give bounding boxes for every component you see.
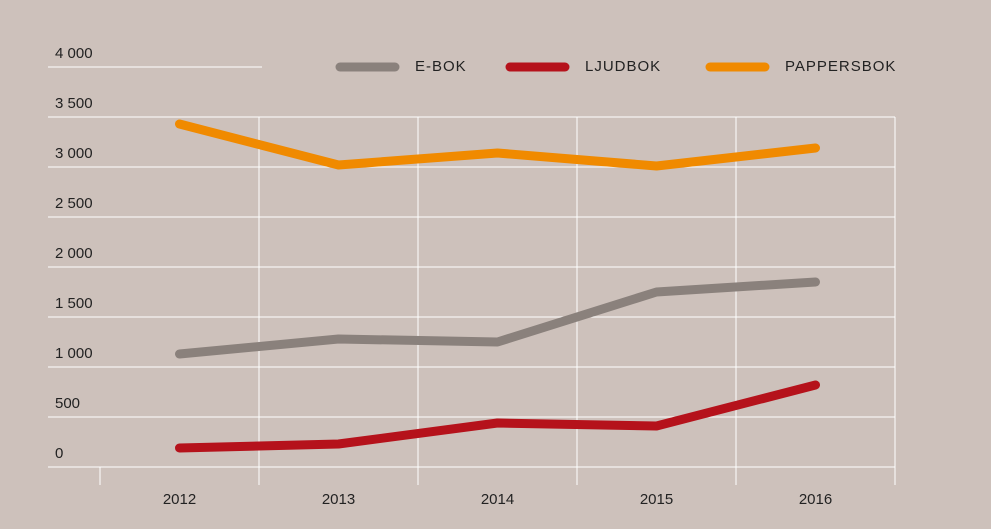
y-tick-label: 2 000 xyxy=(55,245,93,262)
x-tick-label: 2016 xyxy=(799,491,832,508)
legend-label: E-BOK xyxy=(415,58,467,75)
x-tick-label: 2015 xyxy=(640,491,673,508)
y-tick-label: 1 500 xyxy=(55,295,93,312)
y-tick-label: 3 500 xyxy=(55,95,93,112)
y-tick-label: 1 000 xyxy=(55,345,93,362)
data-line xyxy=(175,380,820,453)
y-tick-label: 2 500 xyxy=(55,195,93,212)
x-tick-label: 2012 xyxy=(163,491,196,508)
data-line xyxy=(175,119,820,171)
y-tick-label: 500 xyxy=(55,395,80,412)
x-tick-label: 2013 xyxy=(322,491,355,508)
y-tick-label: 3 000 xyxy=(55,145,93,162)
y-tick-label: 0 xyxy=(55,445,63,462)
y-tick-label: 4 000 xyxy=(55,45,93,62)
x-tick-label: 2014 xyxy=(481,491,514,508)
data-line xyxy=(175,277,820,359)
legend-label: LJUDBOK xyxy=(585,58,661,75)
legend-label: PAPPERSBOK xyxy=(785,58,896,75)
